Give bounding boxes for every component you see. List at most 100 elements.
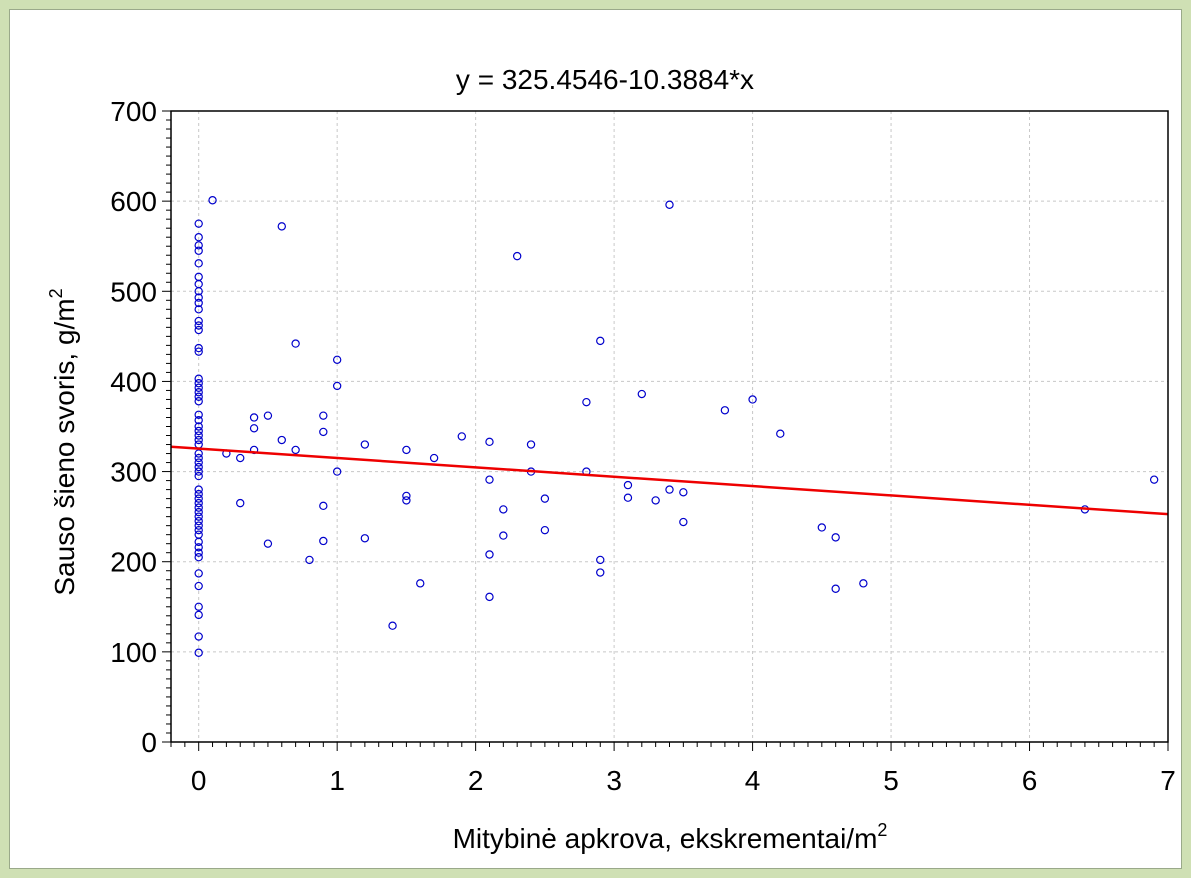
data-point — [582, 397, 591, 407]
data-point — [194, 462, 203, 472]
data-point — [194, 321, 203, 330]
plot-area-border — [170, 110, 1169, 743]
x-axis-title: Mitybinė apkrova, ekskrementai/m2 — [453, 820, 888, 854]
data-point — [194, 485, 203, 494]
data-point — [679, 488, 688, 497]
data-point — [194, 548, 203, 557]
data-point — [194, 632, 203, 641]
data-point — [194, 298, 203, 308]
data-point — [194, 543, 203, 552]
data-point — [776, 429, 785, 438]
data-point — [194, 316, 203, 326]
data-point — [194, 498, 203, 508]
data-point — [194, 458, 203, 467]
scatter-chart: 0 1 2 3 4 5 6 7 0 100 200 300 400 500 600 700 y = 325.4… — [46, 64, 1176, 854]
data-point — [194, 415, 203, 425]
data-point — [194, 453, 203, 463]
data-point — [194, 503, 203, 512]
data-point — [720, 406, 730, 415]
grid-lines — [171, 111, 1168, 742]
data-point — [194, 388, 203, 397]
data-point — [194, 426, 203, 436]
data-point — [360, 440, 370, 449]
data-point — [485, 437, 494, 447]
data-point — [540, 494, 550, 503]
data-point — [194, 489, 203, 499]
data-point — [194, 525, 203, 535]
data-point — [208, 196, 217, 205]
data-point — [249, 413, 259, 422]
data-point — [596, 568, 605, 577]
data-point — [402, 445, 411, 455]
data-point — [194, 246, 203, 255]
y-tick-label: 700 — [110, 96, 157, 127]
data-point — [194, 259, 203, 268]
data-point — [194, 512, 203, 521]
y-tick-label: 500 — [110, 276, 157, 307]
data-point — [651, 496, 660, 505]
data-point — [277, 435, 286, 445]
data-point — [194, 449, 203, 458]
x-tick-label: 3 — [606, 765, 622, 796]
data-point — [194, 325, 203, 335]
data-point — [332, 467, 342, 476]
data-point — [194, 392, 203, 401]
data-point — [194, 507, 203, 517]
data-point — [236, 498, 245, 508]
x-tick-label: 0 — [191, 765, 207, 796]
data-point — [831, 533, 840, 542]
x-tick-label: 4 — [745, 765, 761, 796]
data-point — [194, 343, 203, 353]
data-point — [194, 241, 203, 250]
data-point — [623, 480, 633, 490]
data-point — [540, 525, 550, 535]
data-point — [194, 648, 203, 657]
data-point — [277, 222, 286, 231]
data-point — [499, 531, 508, 540]
data-point — [194, 602, 203, 611]
data-point — [194, 379, 203, 388]
data-point — [263, 539, 273, 548]
data-point — [665, 200, 674, 209]
data-point — [194, 383, 203, 392]
y-axis-title: Sauso šieno svoris, g/m2 — [46, 288, 80, 595]
regression-line — [170, 445, 1169, 516]
data-point — [402, 496, 411, 505]
data-point — [194, 516, 203, 526]
data-point — [291, 445, 300, 455]
data-point — [485, 475, 494, 484]
x-tick-label: 1 — [329, 765, 345, 796]
data-point — [831, 584, 840, 593]
data-point — [679, 517, 688, 527]
y-axis-title-sup: 2 — [46, 288, 66, 298]
data-points — [194, 196, 1159, 657]
data-point — [194, 471, 203, 481]
data-point — [194, 232, 203, 242]
data-point — [859, 579, 868, 588]
data-point — [526, 440, 536, 449]
data-point — [485, 550, 494, 559]
y-tick-label: 200 — [110, 547, 157, 578]
data-point — [332, 355, 342, 364]
data-point — [194, 569, 203, 578]
chart-frame: 0 1 2 3 4 5 6 7 0 100 200 300 400 500 600 700 y = 325.4… — [9, 9, 1182, 869]
data-point — [194, 467, 203, 476]
x-tick-label: 6 — [1022, 765, 1038, 796]
data-point — [249, 424, 259, 433]
x-axis-title-sup: 2 — [877, 820, 887, 840]
data-point — [1149, 475, 1159, 484]
data-point — [236, 453, 245, 463]
x-tick-label: 7 — [1160, 765, 1176, 796]
y-axis-title-text: Sauso šieno svoris, g/m — [49, 298, 80, 595]
data-point — [194, 272, 203, 282]
y-tick-label: 300 — [110, 457, 157, 488]
data-point — [416, 579, 425, 588]
data-point — [194, 581, 203, 591]
data-point — [665, 485, 674, 494]
chart-title: y = 325.4546-10.3884*x — [456, 64, 754, 95]
x-tick-label: 2 — [468, 765, 484, 796]
data-point — [485, 592, 494, 602]
x-tick-label: 5 — [883, 765, 899, 796]
data-point — [817, 523, 827, 532]
data-point — [637, 389, 647, 399]
